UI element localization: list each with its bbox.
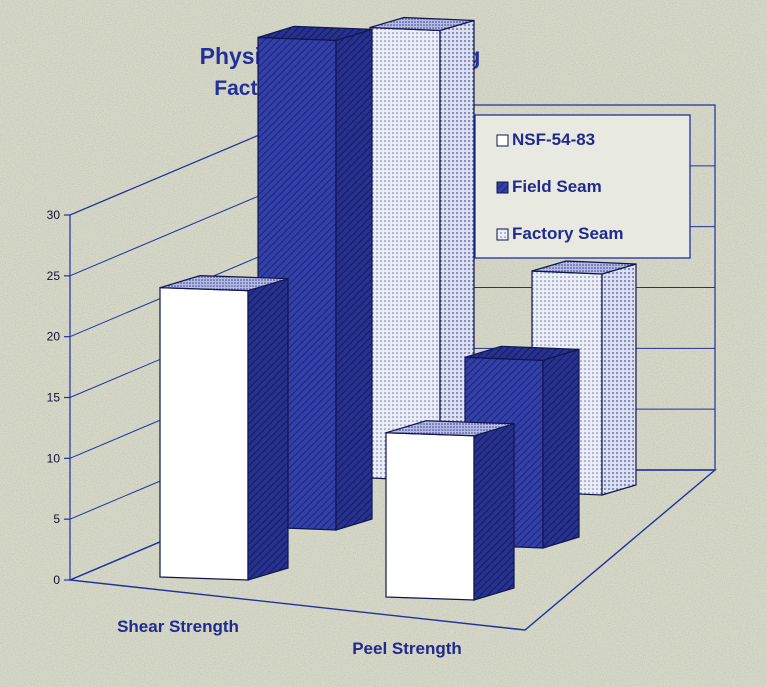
bar-top: [385, 420, 515, 437]
y-tick-label: 20: [47, 330, 61, 344]
legend-box: [474, 114, 691, 259]
legend-swatch: [496, 228, 509, 241]
legend-entry: NSF-54-83: [512, 130, 595, 149]
bar-top: [531, 260, 637, 275]
bars: [159, 16, 637, 601]
bar-side: [542, 348, 580, 549]
legend-entry: Factory Seam: [512, 224, 624, 243]
bar-side: [335, 28, 373, 531]
category-label: Peel Strength: [352, 639, 462, 658]
bar-top: [257, 25, 373, 42]
bar-side: [247, 277, 289, 581]
legend-swatch: [496, 181, 509, 194]
bar-side: [473, 422, 515, 601]
category-labels: Shear Strength Peel Strength: [117, 617, 462, 658]
legend-entry: Field Seam: [512, 177, 602, 196]
bar-top: [464, 345, 580, 361]
y-tick-label: 30: [47, 208, 61, 222]
bar-front: [159, 287, 249, 581]
y-axis-ticks: 0 5 10 15 20 25 30: [47, 208, 70, 587]
bar-2-0: [369, 16, 475, 482]
y-tick-label: 15: [47, 391, 61, 405]
y-tick-label: 5: [53, 512, 60, 526]
bar-0-1: [385, 420, 515, 601]
y-tick-label: 10: [47, 451, 61, 465]
legend-swatch: [496, 134, 509, 147]
category-label: Shear Strength: [117, 617, 239, 636]
y-tick-label: 0: [53, 573, 60, 587]
bar-front: [385, 432, 475, 601]
bar-top: [159, 275, 289, 292]
bar-front: [369, 26, 441, 482]
bar-0-0: [159, 275, 289, 581]
bar-side: [601, 263, 637, 496]
bar-top: [369, 16, 475, 32]
y-tick-label: 25: [47, 269, 61, 283]
legend: NSF-54-83 Field Seam Factory Seam: [474, 114, 691, 259]
